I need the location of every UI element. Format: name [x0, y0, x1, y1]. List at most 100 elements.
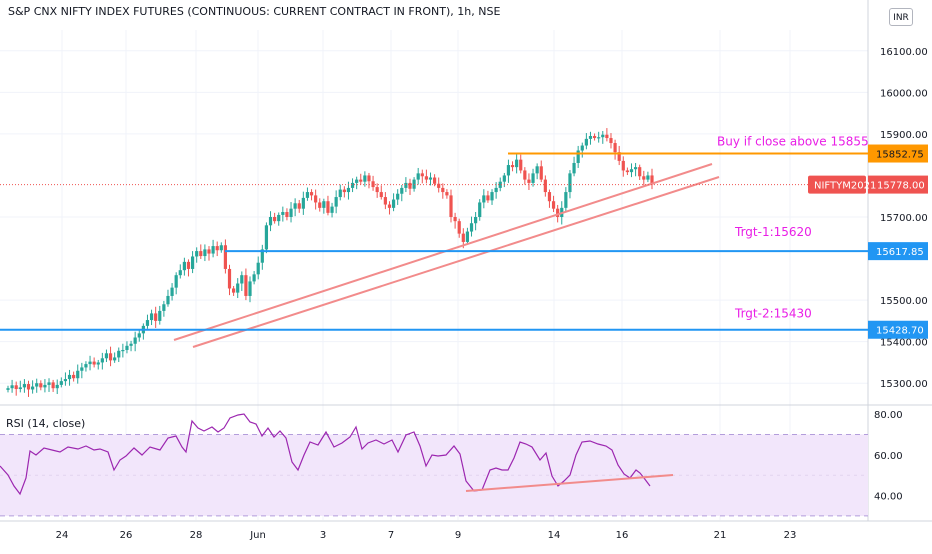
candle-body	[186, 261, 191, 269]
candle-body	[506, 165, 511, 176]
rsi-indicator-label[interactable]: RSI (14, close)	[6, 417, 86, 430]
candle-body	[277, 214, 281, 222]
candle-body	[437, 183, 441, 188]
candle-body	[461, 233, 465, 242]
candle-body	[334, 197, 338, 207]
candle-body	[379, 192, 383, 198]
time-axis-label: 21	[714, 530, 727, 541]
candle-body	[240, 275, 244, 284]
price-axis-label: 15500.00	[880, 296, 928, 307]
candle-body	[457, 221, 461, 234]
candle-body	[236, 283, 240, 293]
candle-body	[588, 135, 593, 139]
candle-body	[43, 384, 47, 388]
candle-body	[428, 177, 433, 180]
candle-body	[510, 165, 515, 168]
candle-body	[72, 374, 76, 379]
candle-body	[490, 192, 494, 201]
rsi-line	[0, 413, 651, 496]
candle-body	[592, 135, 597, 139]
candle-body	[638, 167, 642, 177]
candle-body	[469, 223, 474, 232]
candle-body	[617, 152, 621, 161]
trend-channel-lower[interactable]	[192, 176, 720, 348]
candle-body	[293, 203, 297, 209]
candle-body	[432, 177, 437, 184]
last-price-tag-label: 15778.00	[877, 181, 925, 192]
candle-body	[47, 382, 51, 385]
candle-body	[219, 245, 223, 251]
candle-body	[174, 275, 178, 288]
candle-body	[207, 249, 211, 254]
candle-body	[158, 310, 162, 321]
candle-body	[523, 170, 527, 180]
candle-body	[445, 192, 449, 196]
candle-body	[391, 199, 396, 208]
price-axis-label: 16100.00	[880, 47, 928, 58]
time-axis-label: Jun	[249, 530, 266, 541]
time-axis-label: 9	[455, 530, 461, 541]
candle-body	[350, 182, 355, 188]
candle-body	[527, 179, 531, 183]
candle-body	[494, 187, 498, 193]
price-axis-label: 15400.00	[880, 338, 928, 349]
candle-body	[453, 217, 457, 222]
candle-body	[383, 197, 387, 205]
candle-body	[309, 192, 314, 196]
candle-body	[190, 256, 195, 269]
candle-body	[404, 182, 408, 188]
annotation-target-1: Trgt-1:15620	[734, 225, 812, 239]
candle-body	[420, 173, 424, 177]
candle-body	[449, 195, 453, 217]
candle-body	[244, 275, 248, 296]
candle-body	[396, 193, 400, 200]
candle-body	[465, 231, 470, 242]
symbol-badge-label: NIFTYM2021	[814, 181, 876, 192]
candle-body	[543, 179, 547, 193]
candle-body	[232, 288, 236, 293]
time-axis-label: 3	[320, 530, 326, 541]
candle-body	[387, 204, 392, 208]
candle-body	[51, 382, 55, 389]
candle-body	[63, 379, 68, 382]
candle-body	[26, 384, 31, 390]
candle-body	[568, 173, 572, 193]
time-axis-label: 23	[784, 530, 797, 541]
candle-body	[170, 287, 174, 296]
candle-body	[625, 170, 629, 173]
candle-body	[515, 159, 519, 168]
currency-button[interactable]: INR	[889, 8, 913, 26]
candle-body	[609, 138, 613, 144]
candle-body	[100, 358, 104, 363]
candle-body	[400, 187, 404, 194]
candle-body	[88, 361, 92, 365]
candle-body	[342, 189, 346, 193]
candle-body	[104, 353, 109, 359]
candle-body	[318, 202, 322, 208]
candle-body	[22, 384, 27, 388]
candle-body	[363, 175, 367, 182]
candle-body	[55, 384, 59, 389]
candle-body	[371, 181, 375, 188]
candle-body	[580, 145, 584, 151]
candle-body	[441, 187, 445, 193]
rsi-trendline[interactable]	[465, 474, 674, 492]
candle-body	[162, 304, 166, 311]
price-axis-label: 15300.00	[880, 379, 928, 390]
candle-body	[227, 268, 232, 289]
candle-body	[129, 343, 133, 346]
candle-body	[346, 187, 351, 193]
symbol-badge[interactable]	[808, 175, 866, 194]
candle-body	[18, 387, 22, 390]
annotation-target-2: Trgt-2:15430	[734, 307, 812, 321]
candle-body	[572, 162, 576, 174]
candle-body	[355, 179, 359, 183]
candle-body	[92, 361, 96, 365]
candle-body	[474, 217, 478, 224]
candle-body	[338, 189, 342, 198]
candle-body	[535, 166, 539, 174]
time-axis-label: 24	[56, 530, 69, 541]
candle-body	[149, 313, 154, 321]
